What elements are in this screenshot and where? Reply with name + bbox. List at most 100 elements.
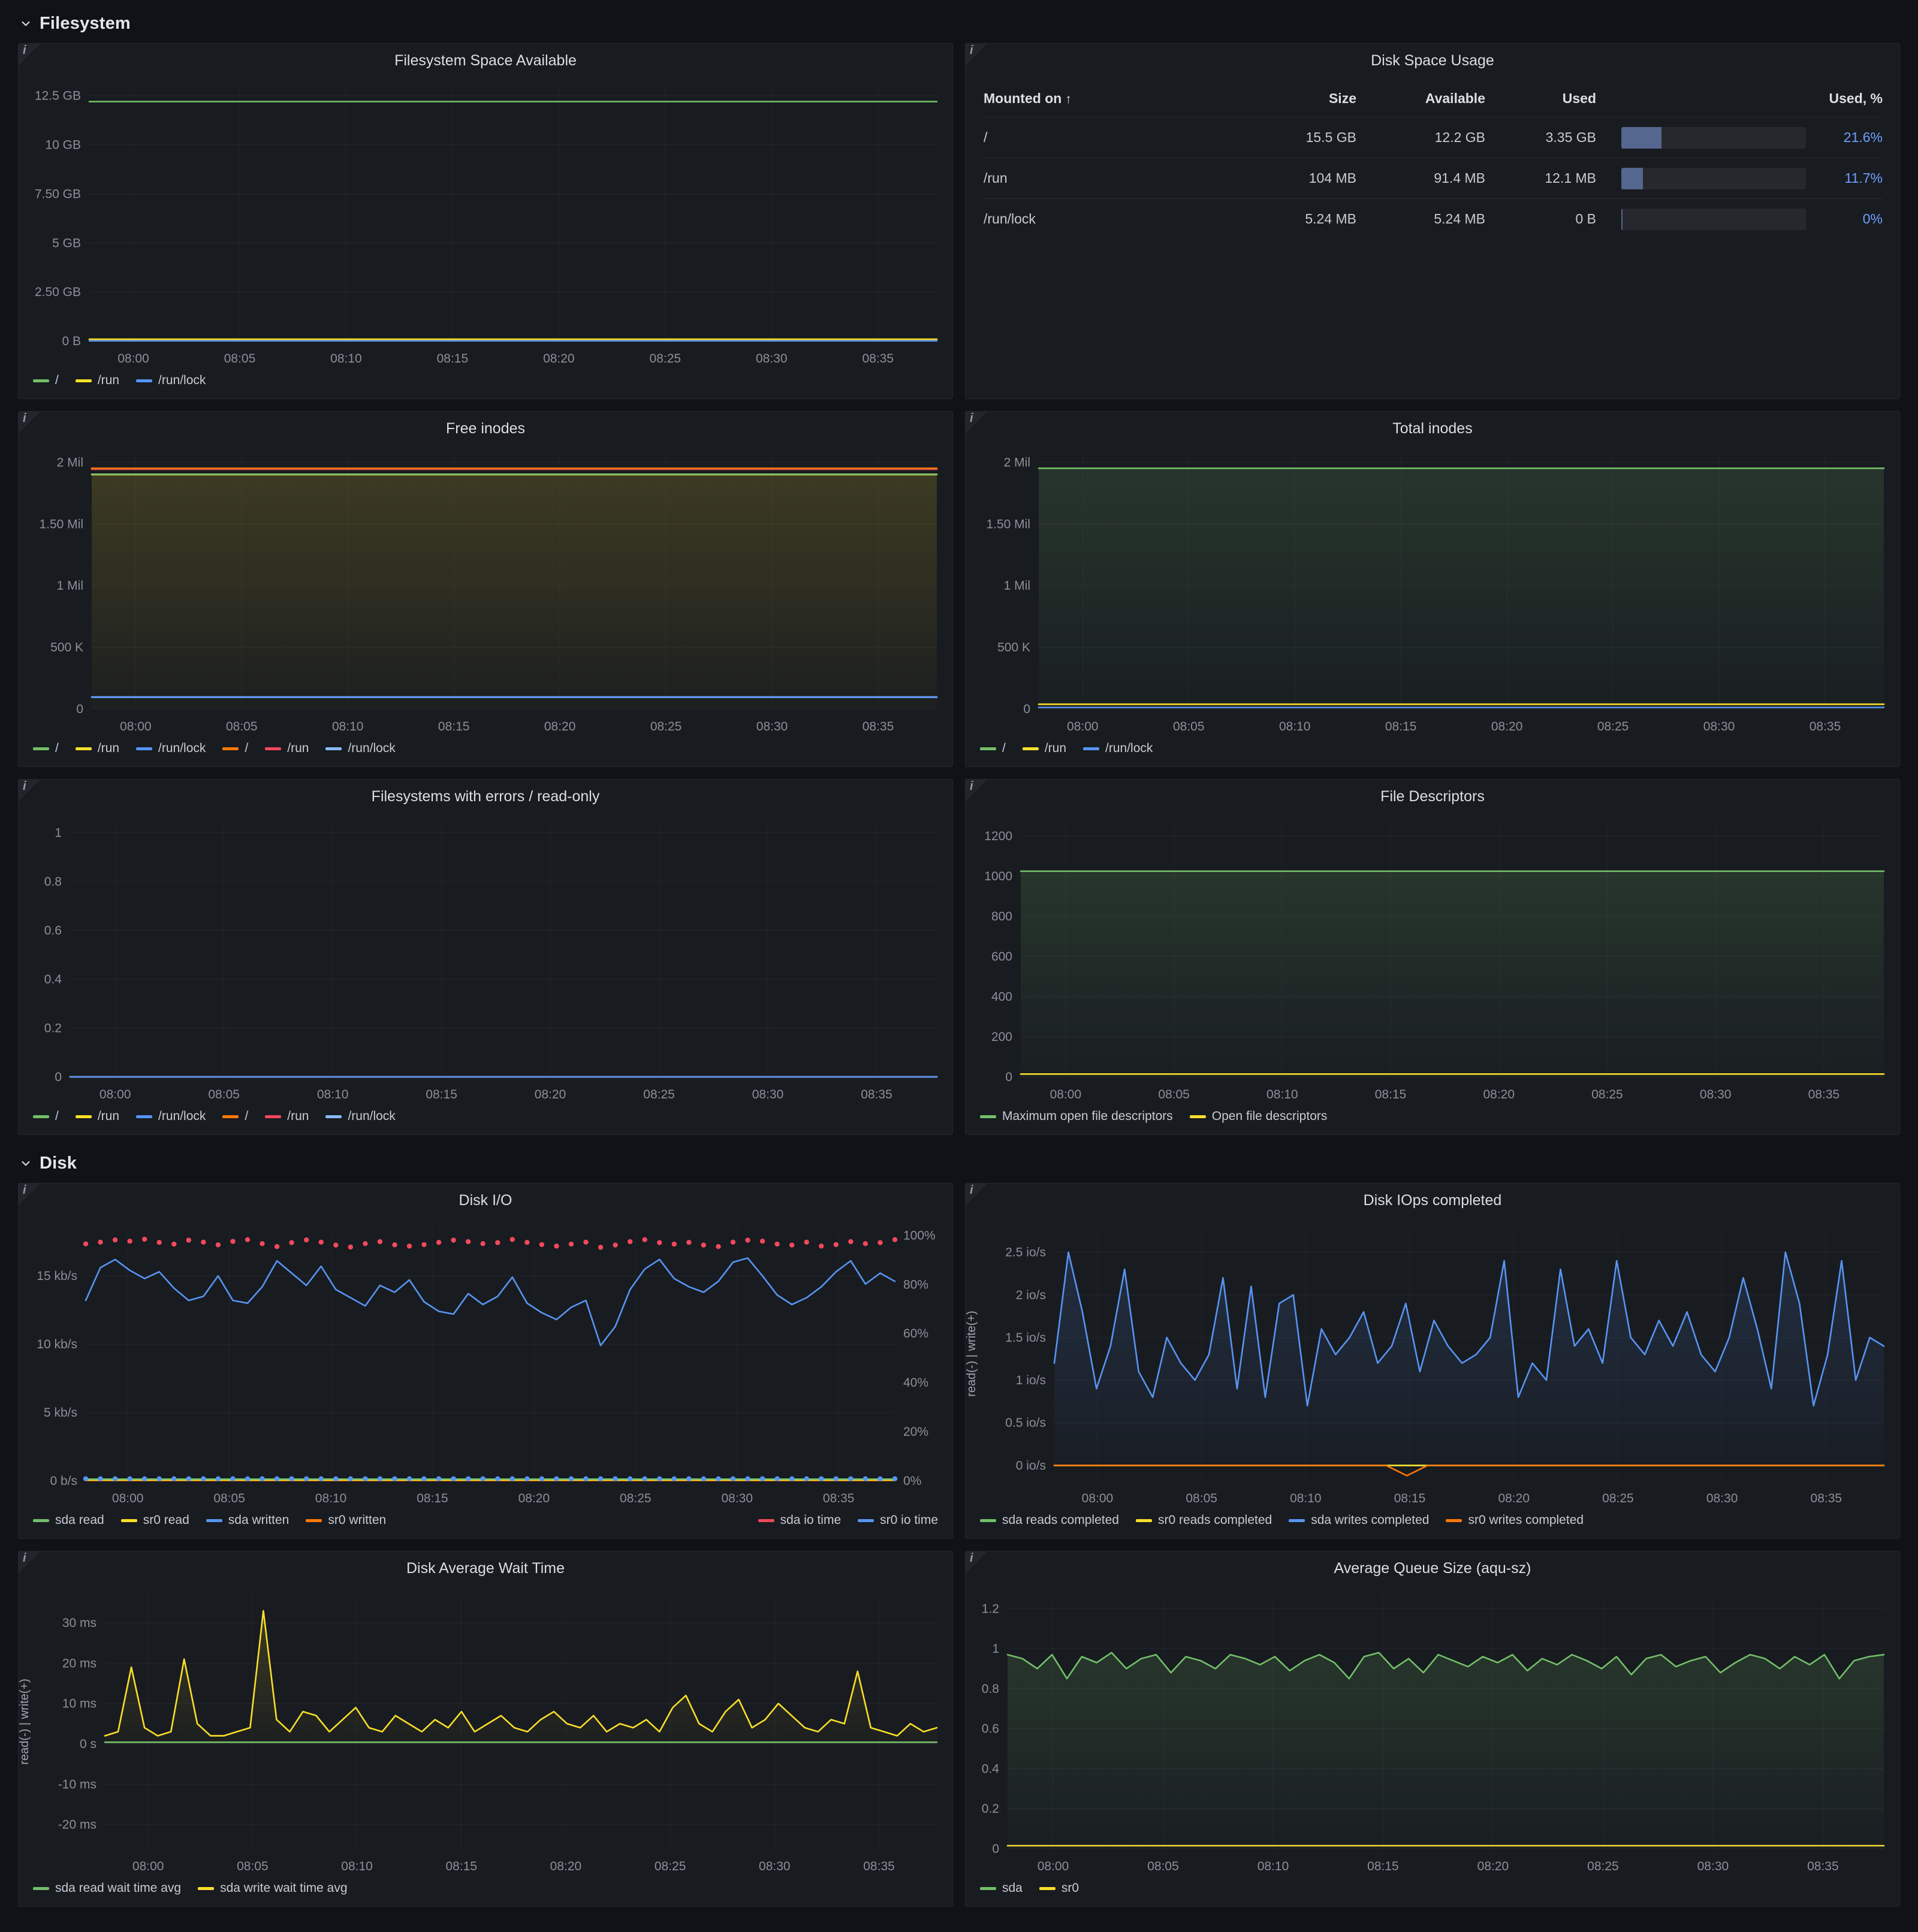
panel-title[interactable]: Disk Space Usage	[1371, 52, 1494, 69]
series-color-swatch-icon	[33, 379, 49, 382]
legend-item[interactable]: sda written	[206, 1513, 289, 1528]
svg-text:08:25: 08:25	[643, 1088, 675, 1101]
legend-item[interactable]: /run	[75, 1109, 119, 1124]
panel-info-icon[interactable]: i	[19, 412, 40, 433]
timeseries-chart[interactable]: 0 0.2 0.4 0.6 0.8 1 08:00 08:05 08:10 08:15 08:20 0…	[19, 813, 952, 1107]
panel-title[interactable]: Free inodes	[445, 420, 526, 437]
legend-item[interactable]: sda reads completed	[980, 1513, 1119, 1528]
panel-title[interactable]: Disk I/O	[459, 1192, 512, 1209]
legend-item[interactable]: sr0	[1039, 1881, 1079, 1895]
panel-info-icon[interactable]: i	[19, 780, 40, 801]
svg-text:80%: 80%	[903, 1278, 928, 1291]
timeseries-chart[interactable]: 0 io/s 0.5 io/s 1 io/s 1.5 io/s 2 io/s 2.5 io…	[966, 1217, 1899, 1511]
legend-item[interactable]: sr0 io time	[858, 1513, 938, 1528]
timeseries-chart[interactable]: 0 0.2 0.4 0.6 0.8 1 1.2 08:00 08:05 08:10 08:15 08:…	[966, 1585, 1899, 1879]
panel-legend: / /run/run/lock	[19, 371, 952, 399]
column-header-used-pct[interactable]: Used, %	[1829, 90, 1883, 106]
svg-text:08:20: 08:20	[1491, 720, 1523, 733]
section-header-disk[interactable]: Disk	[18, 1148, 1900, 1178]
legend-item[interactable]: /run	[265, 1109, 309, 1124]
svg-text:08:25: 08:25	[655, 1859, 686, 1873]
cell-available: 91.4 MB	[1434, 170, 1485, 186]
panel-info-icon[interactable]: i	[19, 1551, 40, 1573]
svg-text:2 Mil: 2 Mil	[1004, 455, 1030, 469]
legend-item[interactable]: /run	[1022, 741, 1066, 756]
legend-item[interactable]: /run	[75, 741, 119, 756]
panel-legend: / /run/run/lock	[966, 739, 1899, 766]
legend-item[interactable]: /run/lock	[136, 1109, 206, 1124]
panel-title[interactable]: Disk IOps completed	[1363, 1192, 1502, 1209]
timeseries-chart[interactable]: 0 b/s 5 kb/s 10 kb/s 15 kb/s 08:00 08:05 08:10…	[19, 1217, 952, 1511]
svg-text:0.4: 0.4	[982, 1762, 1000, 1776]
timeseries-chart[interactable]: 0 200 400 600 800 1000 1200 08:00 08:05 08:10 08:1…	[966, 813, 1899, 1107]
panel-info-icon[interactable]: i	[966, 412, 987, 433]
timeseries-chart[interactable]: -20 ms -10 ms 0 s 10 ms 20 ms 30 ms 08:00 08:05…	[19, 1585, 952, 1879]
series-color-swatch-icon	[1135, 1519, 1152, 1522]
legend-item[interactable]: /run/lock	[325, 741, 396, 756]
panel-info-icon[interactable]: i	[966, 44, 987, 65]
column-header-used[interactable]: Used	[1562, 90, 1596, 106]
legend-item[interactable]: sda write wait time avg	[198, 1881, 348, 1895]
panel-info-icon[interactable]: i	[966, 780, 987, 801]
svg-text:08:10: 08:10	[332, 720, 364, 733]
panel-title[interactable]: Average Queue Size (aqu-sz)	[1334, 1560, 1531, 1577]
legend-item[interactable]: /	[222, 741, 248, 756]
panel-info-icon[interactable]: i	[966, 1551, 987, 1573]
legend-item[interactable]: sr0 written	[306, 1513, 386, 1528]
timeseries-chart[interactable]: 0 500 K 1 Mil 1.50 Mil 2 Mil 08:00 08:05 08:10 0…	[19, 445, 952, 739]
legend-item[interactable]: sda	[980, 1881, 1023, 1895]
legend-item[interactable]: sr0 writes completed	[1446, 1513, 1584, 1528]
section-header-filesystem[interactable]: Filesystem	[18, 8, 1900, 38]
column-header-size[interactable]: Size	[1328, 90, 1356, 106]
legend-item[interactable]: /run/lock	[1083, 741, 1153, 756]
cell-used: 3.35 GB	[1545, 129, 1596, 145]
svg-text:1.50 Mil: 1.50 Mil	[986, 517, 1030, 531]
legend-item[interactable]: /run/lock	[136, 373, 206, 388]
legend-item[interactable]: /run	[75, 373, 119, 388]
panel-info-icon[interactable]: i	[966, 1184, 987, 1205]
legend-item[interactable]: /run	[265, 741, 309, 756]
legend-item[interactable]: /	[222, 1109, 248, 1124]
svg-text:0: 0	[1023, 702, 1030, 716]
legend-item[interactable]: sr0 reads completed	[1135, 1513, 1272, 1528]
svg-text:30 ms: 30 ms	[62, 1616, 96, 1630]
series-color-swatch-icon	[33, 747, 49, 750]
legend-item[interactable]: sr0 read	[120, 1513, 189, 1528]
panel-legend: / /run/run/lock / /run/run/lock	[19, 1107, 952, 1134]
legend-item[interactable]: Maximum open file descriptors	[980, 1109, 1173, 1124]
legend-item[interactable]: /	[33, 373, 59, 388]
timeseries-chart[interactable]: 0 500 K 1 Mil 1.50 Mil 2 Mil 08:00 08:05 08:10 0…	[966, 445, 1899, 739]
column-header-mounted-on[interactable]: Mounted on ↑	[984, 90, 1072, 106]
legend-item[interactable]: Open file descriptors	[1189, 1109, 1327, 1124]
svg-text:08:15: 08:15	[417, 1492, 448, 1505]
legend-item[interactable]: /run/lock	[136, 741, 206, 756]
legend-item[interactable]: sda io time	[758, 1513, 841, 1528]
legend-item[interactable]: sda read	[33, 1513, 104, 1528]
series-color-swatch-icon	[980, 747, 996, 750]
svg-text:08:00: 08:00	[117, 352, 149, 366]
legend-item[interactable]: /	[980, 741, 1006, 756]
panel-info-icon[interactable]: i	[19, 44, 40, 65]
column-header-available[interactable]: Available	[1425, 90, 1485, 106]
svg-text:10 GB: 10 GB	[45, 138, 81, 152]
panel-title[interactable]: Disk Average Wait Time	[406, 1560, 565, 1577]
legend-item[interactable]: sda read wait time avg	[33, 1881, 181, 1895]
svg-text:08:15: 08:15	[437, 352, 469, 366]
legend-item[interactable]: /run/lock	[325, 1109, 396, 1124]
svg-text:08:35: 08:35	[823, 1492, 855, 1505]
svg-text:08:20: 08:20	[543, 352, 575, 366]
panel-title[interactable]: Filesystems with errors / read-only	[371, 788, 600, 805]
svg-text:08:05: 08:05	[237, 1859, 269, 1873]
legend-item[interactable]: /	[33, 741, 59, 756]
panel-info-icon[interactable]: i	[19, 1184, 40, 1205]
chevron-down-icon	[18, 1155, 34, 1171]
series-color-swatch-icon	[75, 1115, 92, 1118]
panel-title[interactable]: File Descriptors	[1380, 788, 1485, 805]
timeseries-chart[interactable]: 0 B 2.50 GB 5 GB 7.50 GB 10 GB 12.5 GB 08:00 08…	[19, 77, 952, 371]
legend-item[interactable]: sda writes completed	[1289, 1513, 1429, 1528]
svg-text:0 s: 0 s	[80, 1737, 96, 1751]
legend-item[interactable]: /	[33, 1109, 59, 1124]
panel-title[interactable]: Filesystem Space Available	[394, 52, 577, 69]
panel-title[interactable]: Total inodes	[1392, 420, 1473, 437]
table-header-row: Mounted on ↑ Size Available Used Used, %	[982, 80, 1883, 117]
